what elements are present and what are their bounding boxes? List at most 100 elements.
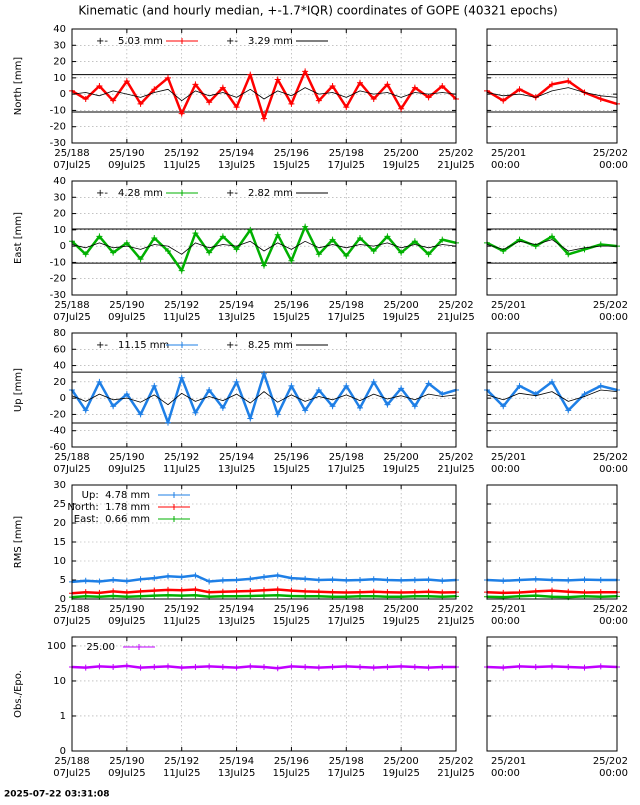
x-tick-date: 21Jul25 (437, 464, 475, 475)
data-point (165, 74, 171, 81)
data-point (357, 664, 363, 671)
x-tick-label: 25/190 (109, 148, 144, 159)
data-point (206, 99, 213, 106)
data-point (274, 572, 281, 579)
data-point (565, 664, 572, 671)
data-point (565, 577, 572, 584)
x-tick-date: 15Jul25 (273, 464, 311, 475)
x-tick-label: 25/188 (54, 148, 89, 159)
x-tick-label: 25/196 (274, 604, 309, 615)
data-point (549, 378, 555, 385)
y-tick-label: -40 (50, 426, 66, 437)
x-tick-date: 00:00 (491, 464, 520, 475)
x-tick-date: 07Jul25 (53, 312, 91, 323)
data-point (261, 115, 267, 122)
x-tick-label: 25/196 (274, 756, 309, 767)
data-point (219, 233, 226, 240)
x-tick-label: 25/198 (329, 300, 364, 311)
x-tick-label: 25/198 (329, 148, 364, 159)
data-point (302, 575, 309, 582)
data-point (439, 664, 446, 671)
x-tick-date: 21Jul25 (437, 160, 475, 171)
data-point (110, 577, 117, 583)
data-point (315, 97, 322, 104)
data-point (343, 252, 350, 259)
data-point (315, 664, 322, 671)
x-tick-label: 25/192 (164, 604, 199, 615)
legend-label: 4.28 mm (118, 188, 163, 199)
series-line (486, 389, 618, 402)
data-point (549, 587, 555, 594)
x-tick-label: 25/188 (54, 300, 89, 311)
x-tick-date: 13Jul25 (218, 768, 256, 779)
data-point (343, 104, 350, 111)
timestamp: 2025-07-22 03:31:08 (4, 790, 109, 800)
x-tick-date: 21Jul25 (437, 616, 475, 627)
data-point (123, 239, 130, 246)
x-tick-date: 00:00 (599, 768, 628, 779)
data-point (274, 665, 281, 672)
plot-frame (486, 28, 618, 144)
data-point (398, 249, 405, 256)
x-tick-date: 19Jul25 (382, 616, 420, 627)
x-tick-date: 00:00 (491, 616, 520, 627)
data-point (178, 110, 185, 117)
data-point (165, 663, 171, 670)
legend-marker (179, 342, 185, 348)
y-axis-label: East [mm] (13, 212, 24, 264)
x-tick-label: 25/198 (329, 756, 364, 767)
x-tick-label: 25/192 (164, 756, 199, 767)
data-point (439, 83, 446, 89)
data-point (370, 593, 377, 600)
y-axis-label: Obs./Epo. (13, 670, 24, 718)
data-point (288, 587, 295, 594)
data-point (192, 586, 199, 593)
data-point (565, 588, 572, 595)
data-point (178, 664, 185, 671)
legend-label: 2.82 mm (248, 188, 293, 199)
data-point (247, 226, 254, 233)
data-point (261, 592, 267, 599)
data-point (370, 378, 377, 385)
x-tick-date: 00:00 (491, 768, 520, 779)
y-axis-label: RMS [mm] (13, 516, 24, 568)
y-axis-label: Up [mm] (13, 368, 24, 412)
data-point (233, 246, 240, 253)
y-tick-label: -10 (50, 257, 66, 268)
data-point (96, 233, 103, 240)
data-point (219, 664, 226, 671)
x-tick-label: 25/188 (54, 604, 89, 615)
data-point (411, 593, 418, 600)
data-point (425, 664, 432, 671)
data-point (343, 382, 350, 389)
x-tick-label: 25/201 (491, 604, 526, 615)
x-tick-date: 15Jul25 (273, 616, 311, 627)
data-point (192, 664, 199, 671)
data-point (384, 81, 391, 88)
x-tick-label: 25/196 (274, 452, 309, 463)
data-point (597, 663, 604, 670)
data-point (500, 577, 507, 584)
data-point (82, 96, 89, 103)
x-tick-date: 13Jul25 (218, 464, 256, 475)
data-point (178, 267, 185, 274)
plot-frame (486, 180, 618, 296)
data-point (302, 593, 309, 600)
data-point (233, 593, 240, 600)
x-tick-label: 25/202 (593, 604, 628, 615)
data-point (151, 592, 158, 599)
data-point (206, 387, 213, 393)
y-tick-label: 30 (53, 480, 66, 491)
legend-label: 3.29 mm (248, 36, 293, 47)
legend-label: 5.03 mm (118, 36, 163, 47)
data-point (82, 577, 89, 584)
y-tick-label: 30 (53, 192, 66, 203)
data-point (302, 223, 309, 230)
data-point (581, 664, 588, 671)
y-tick-label: 10 (53, 225, 66, 236)
data-point (247, 592, 254, 599)
data-point (500, 97, 507, 104)
y-tick-label: 60 (53, 344, 66, 355)
x-tick-label: 25/200 (384, 604, 419, 615)
